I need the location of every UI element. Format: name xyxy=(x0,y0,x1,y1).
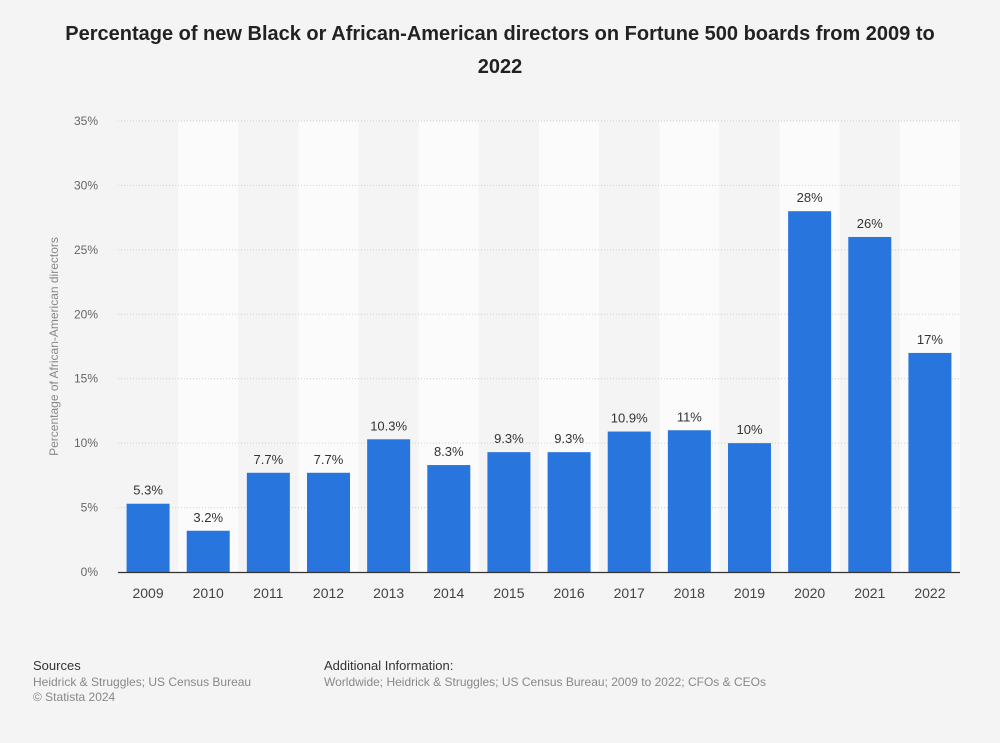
bar xyxy=(848,236,892,572)
x-axis-ticks: 2009 2010 2011 2012 2013 2014 2015 2016 2017 2018… xyxy=(132,585,945,601)
chart-title: Percentage of new Black or African-Ameri… xyxy=(65,23,935,78)
alternating-bands xyxy=(118,121,960,572)
bars xyxy=(126,211,952,572)
bar xyxy=(126,503,170,572)
value-label: 3.2% xyxy=(193,510,223,525)
bar xyxy=(908,352,952,572)
value-label: 9.3% xyxy=(494,431,524,446)
y-tick-label: 15% xyxy=(74,372,98,386)
y-tick-label: 35% xyxy=(74,114,98,128)
x-tick-label: 2016 xyxy=(553,585,584,601)
value-label: 26% xyxy=(857,216,883,231)
value-label: 17% xyxy=(917,332,943,347)
grid-lines xyxy=(118,120,960,509)
y-tick-label: 20% xyxy=(74,307,98,321)
value-label: 10.3% xyxy=(370,418,407,433)
bar xyxy=(667,430,711,572)
copyright-text: © Statista 2024 xyxy=(33,690,116,704)
y-tick-label: 10% xyxy=(74,436,98,450)
y-tick-label: 25% xyxy=(74,243,98,257)
x-tick-label: 2022 xyxy=(914,585,945,601)
x-tick-label: 2010 xyxy=(193,585,224,601)
x-tick-label: 2011 xyxy=(253,585,283,601)
value-label: 7.7% xyxy=(314,452,344,467)
x-tick-label: 2013 xyxy=(373,585,404,601)
x-tick-label: 2021 xyxy=(854,585,885,601)
value-label: 5.3% xyxy=(133,483,163,498)
column-band xyxy=(118,121,179,572)
x-tick-label: 2012 xyxy=(313,585,344,601)
sources-block: Sources Heidrick & Struggles; US Census … xyxy=(33,658,251,705)
bar xyxy=(607,431,651,572)
bar xyxy=(367,439,411,572)
value-label: 28% xyxy=(797,190,823,205)
sources-text: Heidrick & Struggles; US Census Bureau xyxy=(33,675,252,689)
sources-heading: Sources xyxy=(33,658,81,673)
y-axis-ticks: 0% 5% 10% 15% 20% 25% 30% 35% xyxy=(74,114,98,579)
value-label: 7.7% xyxy=(254,452,284,467)
value-label: 11% xyxy=(677,409,702,424)
y-axis-label: Percentage of African-American directors xyxy=(47,237,61,456)
bar xyxy=(788,211,832,572)
x-tick-label: 2018 xyxy=(674,585,705,601)
bar xyxy=(427,465,471,572)
y-tick-label: 0% xyxy=(81,565,99,579)
x-tick-label: 2017 xyxy=(614,585,645,601)
additional-info-block: Additional Information: Worldwide; Heidr… xyxy=(324,658,766,690)
value-label: 8.3% xyxy=(434,444,464,459)
x-tick-label: 2020 xyxy=(794,585,825,601)
bar xyxy=(307,472,350,572)
x-tick-label: 2014 xyxy=(433,585,464,601)
bar xyxy=(186,530,230,572)
x-tick-label: 2009 xyxy=(132,585,163,601)
x-tick-label: 2015 xyxy=(493,585,524,601)
value-label: 9.3% xyxy=(554,431,584,446)
additional-info-heading: Additional Information: xyxy=(324,658,454,673)
y-tick-label: 30% xyxy=(74,178,98,192)
x-tick-label: 2019 xyxy=(734,585,765,601)
value-label: 10% xyxy=(736,422,762,437)
value-label: 10.9% xyxy=(611,411,648,426)
additional-info-text: Worldwide; Heidrick & Struggles; US Cens… xyxy=(324,675,766,689)
bar xyxy=(487,452,531,572)
bar xyxy=(728,443,771,572)
bar xyxy=(246,472,290,572)
y-tick-label: 5% xyxy=(81,501,99,515)
column-band xyxy=(178,121,239,572)
bar xyxy=(547,452,591,572)
value-labels: 5.3% 3.2% 7.7% 7.7% 10.3% 8.3% 9.3% 9.3% 10.9% 11… xyxy=(133,190,943,525)
